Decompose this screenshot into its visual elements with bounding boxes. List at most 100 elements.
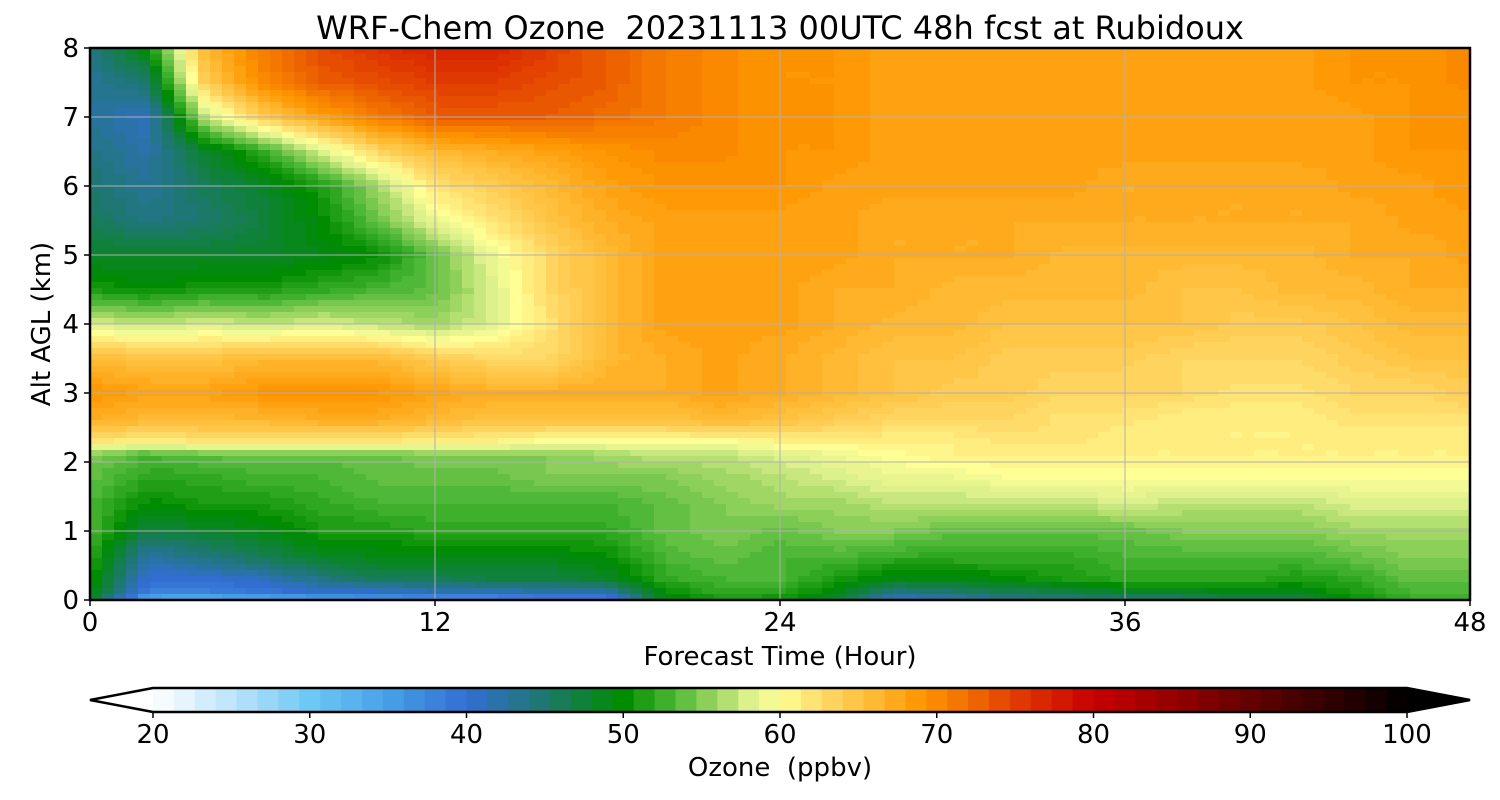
heatmap-cell (354, 306, 367, 313)
heatmap-cell (1194, 234, 1207, 241)
heatmap-cell (486, 192, 499, 199)
heatmap-cell (534, 186, 547, 193)
heatmap-cell (1038, 72, 1051, 79)
heatmap-cell (426, 156, 439, 163)
heatmap-cell (966, 48, 979, 55)
heatmap-cell (678, 162, 691, 169)
heatmap-cell (678, 186, 691, 193)
heatmap-cell (390, 60, 403, 67)
heatmap-cell (702, 120, 715, 127)
heatmap-cell (1026, 180, 1039, 187)
heatmap-cell (1386, 216, 1399, 223)
heatmap-cell (330, 162, 343, 169)
heatmap-cell (1362, 216, 1375, 223)
heatmap-cell (1254, 240, 1267, 247)
heatmap-cell (1398, 234, 1411, 241)
heatmap-cell (1014, 258, 1027, 265)
heatmap-cell (174, 228, 187, 235)
heatmap-cell (294, 300, 307, 307)
heatmap-cell (630, 120, 643, 127)
heatmap-cell (414, 288, 427, 295)
heatmap-cell (522, 210, 535, 217)
heatmap-cell (594, 234, 607, 241)
heatmap-cell (246, 96, 259, 103)
heatmap-cell (150, 174, 163, 181)
heatmap-cell (1002, 132, 1015, 139)
heatmap-cell (714, 162, 727, 169)
heatmap-cell (930, 150, 943, 157)
heatmap-cell (342, 276, 355, 283)
heatmap-cell (474, 270, 487, 277)
heatmap-cell (414, 78, 427, 85)
heatmap-cell (222, 48, 235, 55)
heatmap-cell (1026, 210, 1039, 217)
heatmap-cell (306, 204, 319, 211)
heatmap-cell (342, 306, 355, 313)
heatmap-cell (1026, 186, 1039, 193)
heatmap-cell (1446, 108, 1459, 115)
heatmap-cell (1362, 210, 1375, 217)
heatmap-cell (378, 192, 391, 199)
heatmap-cell (702, 66, 715, 73)
heatmap-cell (1374, 168, 1387, 175)
heatmap-cell (798, 198, 811, 205)
heatmap-cell (678, 60, 691, 67)
heatmap-cell (1182, 156, 1195, 163)
heatmap-cell (1422, 126, 1435, 133)
heatmap-cell (894, 294, 907, 301)
heatmap-cell (474, 138, 487, 145)
heatmap-cell (162, 132, 175, 139)
heatmap-cell (258, 144, 271, 151)
heatmap-cell (1446, 264, 1459, 271)
heatmap-cell (1098, 54, 1111, 61)
heatmap-cell (1422, 90, 1435, 97)
heatmap-cell (882, 162, 895, 169)
heatmap-cell (1074, 240, 1087, 247)
heatmap-cell (990, 180, 1003, 187)
heatmap-cell (918, 222, 931, 229)
heatmap-cell (606, 48, 619, 55)
heatmap-cell (222, 288, 235, 295)
heatmap-cell (690, 288, 703, 295)
heatmap-cell (1434, 288, 1447, 295)
heatmap-cell (1110, 96, 1123, 103)
heatmap-cell (570, 138, 583, 145)
heatmap-cell (1206, 84, 1219, 91)
heatmap-cell (1398, 258, 1411, 265)
heatmap-cell (1302, 246, 1315, 253)
heatmap-cell (1014, 150, 1027, 157)
heatmap-cell (450, 246, 463, 253)
heatmap-cell (222, 84, 235, 91)
heatmap-cell (186, 120, 199, 127)
heatmap-cell (186, 198, 199, 205)
heatmap-cell (450, 234, 463, 241)
heatmap-cell (1254, 168, 1267, 175)
heatmap-cell (1350, 234, 1363, 241)
heatmap-cell (582, 270, 595, 277)
heatmap-cell (366, 78, 379, 85)
heatmap-cell (150, 66, 163, 73)
heatmap-cell (858, 108, 871, 115)
heatmap-cell (510, 258, 523, 265)
heatmap-cell (498, 276, 511, 283)
heatmap-cell (1386, 258, 1399, 265)
heatmap-cell (198, 54, 211, 61)
heatmap-cell (1158, 258, 1171, 265)
heatmap-cell (1122, 228, 1135, 235)
heatmap-cell (150, 210, 163, 217)
heatmap-cell (1158, 216, 1171, 223)
heatmap-cell (1242, 270, 1255, 277)
heatmap-cell (930, 144, 943, 151)
heatmap-cell (882, 174, 895, 181)
heatmap-cell (222, 222, 235, 229)
heatmap-cell (1026, 126, 1039, 133)
heatmap-cell (1158, 270, 1171, 277)
heatmap-cell (1062, 264, 1075, 271)
heatmap-cell (1302, 66, 1315, 73)
heatmap-cell (1218, 156, 1231, 163)
heatmap-cell (1182, 102, 1195, 109)
heatmap-cell (954, 234, 967, 241)
heatmap-cell (450, 258, 463, 265)
heatmap-cell (1266, 144, 1279, 151)
heatmap-cell (1350, 90, 1363, 97)
